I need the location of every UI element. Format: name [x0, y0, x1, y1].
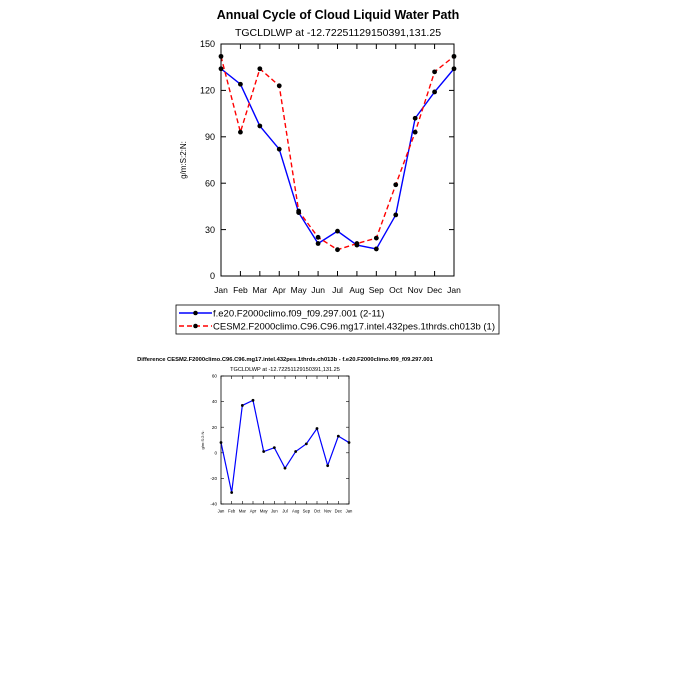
y-tick-label: 30 — [205, 225, 215, 235]
series-1-point — [304, 442, 308, 446]
chart-2-title: Difference CESM2.F2000climo.C96.C96.mg17… — [137, 357, 434, 363]
series-1-point — [283, 466, 287, 470]
y-tick-label: -20 — [210, 476, 217, 481]
y-tick-label: 0 — [210, 271, 215, 281]
chart-2-plot-frame — [220, 375, 350, 505]
x-tick-label: Jan — [218, 509, 225, 514]
y-tick-label: 20 — [212, 425, 218, 430]
x-tick-label: Nov — [324, 509, 332, 514]
x-tick-label: Jul — [282, 509, 287, 514]
series-1-point — [336, 434, 340, 438]
x-tick-label: Jul — [332, 285, 343, 295]
series-2-point — [315, 234, 321, 240]
series-1-point — [238, 81, 243, 87]
series-2-point — [257, 66, 263, 72]
y-tick-label: 40 — [212, 399, 218, 404]
x-tick-label: Dec — [427, 285, 443, 295]
chart-1-ylabel: g/m:S:2:N: — [179, 141, 188, 179]
x-tick-label: Jan — [214, 285, 228, 295]
series-1-point — [272, 446, 276, 450]
series-2-point — [432, 69, 437, 75]
x-tick-label: Apr — [250, 509, 257, 514]
legend-label-series-2: CESM2.F2000climo.C96.C96.mg17.intel.432p… — [213, 322, 495, 333]
x-tick-label: Jun — [311, 285, 325, 295]
x-tick-label: Feb — [233, 285, 248, 295]
series-2-point — [276, 83, 282, 89]
x-tick-label: Mar — [253, 285, 268, 295]
series-1-point — [412, 115, 418, 121]
series-2-point — [354, 241, 360, 246]
series-line-2 — [220, 55, 455, 251]
series-2-point — [393, 182, 399, 188]
series-1-point — [432, 89, 437, 95]
x-tick-label: May — [291, 285, 308, 295]
x-tick-label: Feb — [228, 509, 236, 514]
x-tick-label: Nov — [408, 285, 424, 295]
y-tick-label: 120 — [200, 86, 215, 96]
legend-label-series-1: f.e20.F2000climo.f09_f09.297.001 (2-11) — [213, 309, 384, 320]
legend-marker-series-2 — [193, 323, 198, 329]
series-2-point — [335, 247, 340, 253]
series-2-point — [296, 208, 302, 214]
series-2-point — [412, 129, 418, 135]
y-tick-label: 60 — [205, 178, 215, 188]
y-tick-label: 0 — [214, 450, 217, 455]
x-tick-label: Oct — [389, 285, 403, 295]
x-tick-label: Apr — [273, 285, 286, 295]
legend-marker-series-1 — [193, 310, 198, 316]
x-tick-label: Jun — [271, 509, 278, 514]
x-tick-label: Sep — [303, 509, 311, 514]
chart-2-subtitle: TGCLDLWP at -12.72251129150391,131.25 — [230, 367, 340, 373]
y-tick-label: -40 — [210, 502, 217, 507]
y-tick-label: 90 — [205, 132, 215, 142]
series-1-point — [315, 427, 319, 430]
x-tick-label: Aug — [349, 285, 364, 295]
series-line-1 — [220, 68, 455, 250]
series-1-point — [276, 146, 282, 152]
y-tick-label: 60 — [212, 374, 218, 379]
x-tick-label: Mar — [239, 509, 247, 514]
series-1-point — [393, 212, 399, 218]
legend-box — [175, 304, 500, 335]
series-1-point — [240, 404, 244, 407]
x-tick-label: May — [260, 509, 269, 514]
series-1-point — [257, 123, 263, 129]
series-1-point — [251, 398, 255, 402]
chart-1-plot-frame — [220, 43, 455, 277]
series-1-point — [373, 246, 379, 252]
x-tick-label: Dec — [335, 509, 342, 514]
series-1-point — [326, 464, 330, 467]
x-tick-label: Sep — [369, 285, 384, 295]
x-tick-label: Jan — [447, 285, 461, 295]
x-tick-label: Oct — [314, 509, 321, 514]
series-1-point — [262, 450, 266, 453]
x-tick-label: Aug — [292, 509, 300, 514]
series-1-point — [315, 241, 321, 246]
chart-1-subtitle: TGCLDLWP at -12.72251129150391,131.25 — [235, 27, 441, 39]
x-tick-label: Jan — [346, 509, 353, 514]
chart-1-legend: f.e20.F2000climo.f09_f09.297.001 (2-11) … — [175, 304, 500, 335]
series-1-point — [230, 491, 234, 494]
chart-2: Difference CESM2.F2000climo.C96.C96.mg17… — [137, 357, 434, 514]
chart-1-title: Annual Cycle of Cloud Liquid Water Path — [217, 8, 460, 22]
chart-2-ylabel: g/m:S:2:N: — [200, 431, 205, 450]
chart-1: Annual Cycle of Cloud Liquid Water Path … — [175, 8, 500, 335]
series-1-point — [335, 228, 340, 234]
series-2-point — [238, 129, 243, 135]
y-tick-label: 150 — [200, 39, 215, 49]
series-line-1 — [220, 399, 350, 493]
series-1-point — [294, 450, 298, 453]
series-2-point — [373, 235, 379, 241]
